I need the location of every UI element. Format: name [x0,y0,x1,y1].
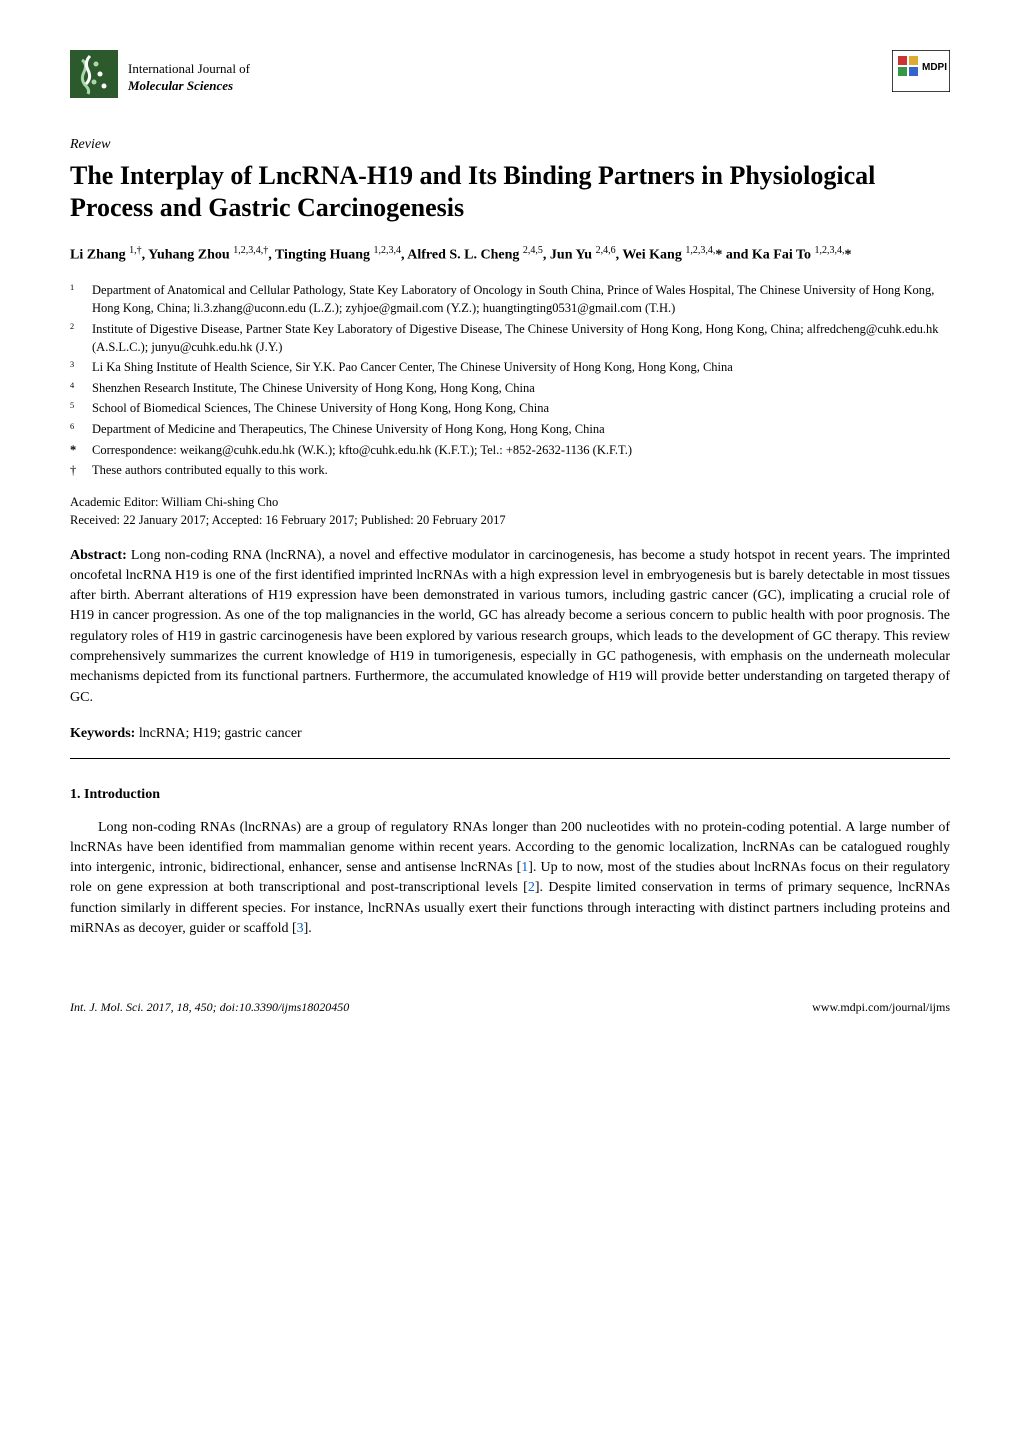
affiliation-text: Li Ka Shing Institute of Health Science,… [92,358,950,377]
publication-dates: Received: 22 January 2017; Accepted: 16 … [70,511,950,529]
journal-line2: Molecular Sciences [128,78,250,95]
affiliation-text: Institute of Digestive Disease, Partner … [92,320,950,356]
abstract-block: Abstract: Long non-coding RNA (lncRNA), … [70,546,950,708]
affiliation-item: 6Department of Medicine and Therapeutics… [70,420,950,439]
affiliation-number: 3 [70,358,92,377]
contribution-symbol: † [70,461,92,479]
intro-paragraph: Long non-coding RNAs (lncRNAs) are a gro… [70,818,950,940]
ijms-logo-icon [70,50,118,105]
page-footer: Int. J. Mol. Sci. 2017, 18, 450; doi:10.… [70,999,950,1016]
svg-text:MDPI: MDPI [922,62,947,73]
affiliation-item: 1Department of Anatomical and Cellular P… [70,281,950,317]
correspondence-symbol: * [70,441,92,459]
article-type: Review [70,135,950,155]
affiliation-item: 5School of Biomedical Sciences, The Chin… [70,399,950,418]
affiliation-number: 2 [70,320,92,356]
affiliation-item: 4Shenzhen Research Institute, The Chines… [70,379,950,398]
affiliation-text: Department of Medicine and Therapeutics,… [92,420,950,439]
footer-url: www.mdpi.com/journal/ijms [812,999,950,1016]
correspondence-text: Correspondence: weikang@cuhk.edu.hk (W.K… [92,441,950,459]
publisher-logo-block: MDPI [892,50,950,99]
affiliation-number: 5 [70,399,92,418]
affiliations-list: 1Department of Anatomical and Cellular P… [70,281,950,439]
academic-editor: Academic Editor: William Chi-shing Cho [70,493,950,511]
journal-name: International Journal of Molecular Scien… [128,61,250,95]
mdpi-logo-icon: MDPI [892,50,950,99]
keywords-block: Keywords: lncRNA; H19; gastric cancer [70,724,950,744]
affiliation-item: 2Institute of Digestive Disease, Partner… [70,320,950,356]
affiliation-number: 4 [70,379,92,398]
keywords-text: lncRNA; H19; gastric cancer [139,726,302,741]
article-title: The Interplay of LncRNA-H19 and Its Bind… [70,160,950,225]
affiliation-number: 1 [70,281,92,317]
abstract-text: Long non-coding RNA (lncRNA), a novel an… [70,548,950,705]
affiliation-number: 6 [70,420,92,439]
reference-link[interactable]: 2 [528,880,535,895]
header-row: International Journal of Molecular Scien… [70,50,950,105]
contribution-text: These authors contributed equally to thi… [92,461,950,479]
journal-logo-block: International Journal of Molecular Scien… [70,50,250,105]
editor-dates-block: Academic Editor: William Chi-shing Cho R… [70,493,950,529]
authors-list: Li Zhang 1,†, Yuhang Zhou 1,2,3,4,†, Tin… [70,243,950,266]
section-heading: 1. Introduction [70,785,950,805]
correspondence-line: * Correspondence: weikang@cuhk.edu.hk (W… [70,441,950,459]
affiliation-item: 3Li Ka Shing Institute of Health Science… [70,358,950,377]
reference-link[interactable]: 3 [297,921,304,936]
journal-line1: International Journal of [128,61,250,78]
keywords-label: Keywords: [70,726,135,741]
affiliation-text: Shenzhen Research Institute, The Chinese… [92,379,950,398]
footer-citation: Int. J. Mol. Sci. 2017, 18, 450; doi:10.… [70,999,349,1016]
reference-link[interactable]: 1 [521,860,528,875]
affiliation-text: Department of Anatomical and Cellular Pa… [92,281,950,317]
section-divider [70,758,950,759]
contribution-line: † These authors contributed equally to t… [70,461,950,479]
affiliation-text: School of Biomedical Sciences, The Chine… [92,399,950,418]
abstract-label: Abstract: [70,548,127,563]
